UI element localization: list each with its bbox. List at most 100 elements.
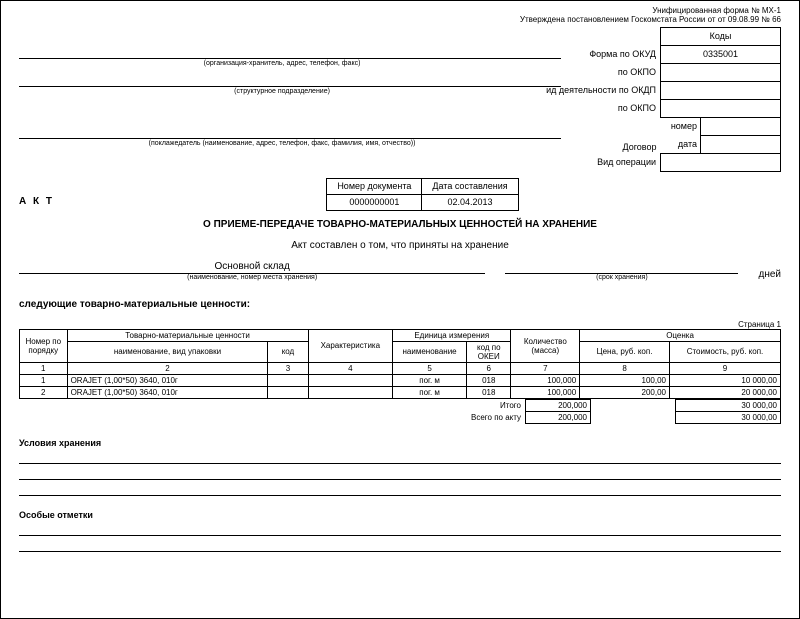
itogo-cost: 30 000,00 (676, 399, 781, 411)
doc-date-value: 02.04.2013 (422, 194, 518, 210)
contract-label: Договор (545, 117, 660, 153)
doc-date-label: Дата составления (422, 178, 518, 194)
term-caption: (срок хранения) (505, 274, 738, 281)
depositor-caption: (поклажедатель (наименование, адрес, тел… (19, 140, 561, 147)
cn-1: 1 (20, 362, 68, 374)
cell-unit-code: 018 (467, 374, 511, 386)
okpo1-label: по ОКПО (545, 63, 660, 81)
doc-title: О ПРИЕМЕ-ПЕРЕДАЧЕ ТОВАРНО-МАТЕРИАЛЬНЫХ Ц… (19, 219, 781, 230)
cell-code (268, 386, 308, 398)
org-line (19, 45, 561, 59)
th-code: код (268, 341, 308, 362)
vsego-cost: 30 000,00 (676, 411, 781, 423)
th-unit-name: наименование (393, 341, 467, 362)
table-row: 2ORAJET (1,00*50) 3640, 010г пог. м018100… (20, 386, 781, 398)
th-price: Цена, руб. коп. (580, 341, 670, 362)
doc-head-table: Номер документа Дата составления 0000000… (326, 178, 518, 211)
storage-line-3 (19, 482, 781, 496)
operation-value (661, 153, 781, 171)
operation-label: Вид операции (545, 153, 660, 171)
approved-line: Утверждена постановлением Госкомстата Ро… (19, 16, 781, 25)
document-page: Унифицированная форма № МХ-1 Утверждена … (0, 0, 800, 619)
cn-4: 4 (308, 362, 393, 374)
cell-cost: 20 000,00 (669, 386, 780, 398)
days-label: дней (758, 269, 781, 281)
akt-label: А К Т (19, 196, 54, 211)
itogo-qty: 200,000 (526, 399, 591, 411)
okpo2-label: по ОКПО (545, 99, 660, 117)
th-tmc: Товарно-материальные ценности (67, 329, 308, 341)
form-meta: Унифицированная форма № МХ-1 Утверждена … (19, 7, 781, 25)
storage-line-2 (19, 466, 781, 480)
doc-head: А К Т Номер документа Дата составления 0… (19, 178, 781, 211)
cn-8: 8 (580, 362, 670, 374)
cell-num: 1 (20, 374, 68, 386)
page-number: Страница 1 (19, 320, 781, 329)
struct-caption: (структурное подразделение) (19, 88, 561, 95)
okud-value: 0335001 (661, 45, 781, 63)
doc-statement: Акт составлен о том, что приняты на хран… (19, 240, 781, 251)
th-num: Номер по порядку (20, 329, 68, 362)
okpo2-value (661, 99, 781, 117)
special-notes-label: Особые отметки (19, 510, 781, 520)
okdp-value (661, 81, 781, 99)
vsego-qty: 200,000 (526, 411, 591, 423)
cn-7: 7 (511, 362, 580, 374)
warehouse-caption: (наименование, номер места хранения) (19, 274, 485, 281)
th-eval: Оценка (580, 329, 781, 341)
depositor-line (19, 125, 561, 139)
cn-5: 5 (393, 362, 467, 374)
cell-code (268, 374, 308, 386)
cn-3: 3 (268, 362, 308, 374)
cn-9: 9 (669, 362, 780, 374)
notes-line-2 (19, 538, 781, 552)
codes-header: Коды (661, 27, 781, 45)
cell-price: 100,00 (580, 374, 670, 386)
cell-char (308, 386, 393, 398)
itogo-label: Итого (468, 399, 526, 411)
following-text: следующие товарно-материальные ценности: (19, 299, 781, 310)
storage-conditions-label: Условия хранения (19, 438, 781, 448)
vsego-label: Всего по акту (468, 411, 526, 423)
cell-cost: 10 000,00 (669, 374, 780, 386)
doc-num-label: Номер документа (327, 178, 422, 194)
warehouse-row: Основной склад (наименование, номер мест… (19, 261, 781, 281)
th-char: Характеристика (308, 329, 393, 362)
cell-unit-code: 018 (467, 386, 511, 398)
warehouse-name: Основной склад (19, 261, 485, 274)
contract-date-label: дата (661, 135, 701, 153)
th-unit-code: код по ОКЕИ (467, 341, 511, 362)
org-caption: (организация-хранитель, адрес, телефон, … (19, 60, 561, 67)
contract-number-label: номер (661, 117, 701, 135)
cn-6: 6 (467, 362, 511, 374)
cell-price: 200,00 (580, 386, 670, 398)
totals-table: Итого 200,000 30 000,00 Всего по акту 20… (468, 399, 781, 424)
notes-line-1 (19, 522, 781, 536)
cell-name: ORAJET (1,00*50) 3640, 010г (67, 374, 268, 386)
left-fields: (организация-хранитель, адрес, телефон, … (19, 25, 561, 147)
okpo1-value (661, 63, 781, 81)
okud-label: Форма по ОКУД (545, 45, 660, 63)
table-row: 1ORAJET (1,00*50) 3640, 010гпог. м018100… (20, 374, 781, 386)
cn-2: 2 (67, 362, 268, 374)
cell-unit-name: пог. м (393, 386, 467, 398)
cell-name: ORAJET (1,00*50) 3640, 010г (67, 386, 268, 398)
cell-qty: 100,000 (511, 374, 580, 386)
data-table: Номер по порядку Товарно-материальные це… (19, 329, 781, 399)
cell-qty: 100,000 (511, 386, 580, 398)
th-qty: Количество (масса) (511, 329, 580, 362)
struct-line (19, 73, 561, 87)
okdp-label: ид деятельности по ОКДП (545, 81, 660, 99)
th-unit: Единица измерения (393, 329, 511, 341)
doc-num-value: 0000000001 (327, 194, 422, 210)
cell-num: 2 (20, 386, 68, 398)
contract-date-value (701, 135, 781, 153)
storage-line-1 (19, 450, 781, 464)
codes-header-empty (545, 27, 660, 45)
cell-char (308, 374, 393, 386)
codes-table: Коды Форма по ОКУД 0335001 по ОКПО ид де… (545, 27, 781, 172)
contract-number-value (701, 117, 781, 135)
th-cost: Стоимость, руб. коп. (669, 341, 780, 362)
cell-unit-name: пог. м (393, 374, 467, 386)
th-name-pack: наименование, вид упаковки (67, 341, 268, 362)
